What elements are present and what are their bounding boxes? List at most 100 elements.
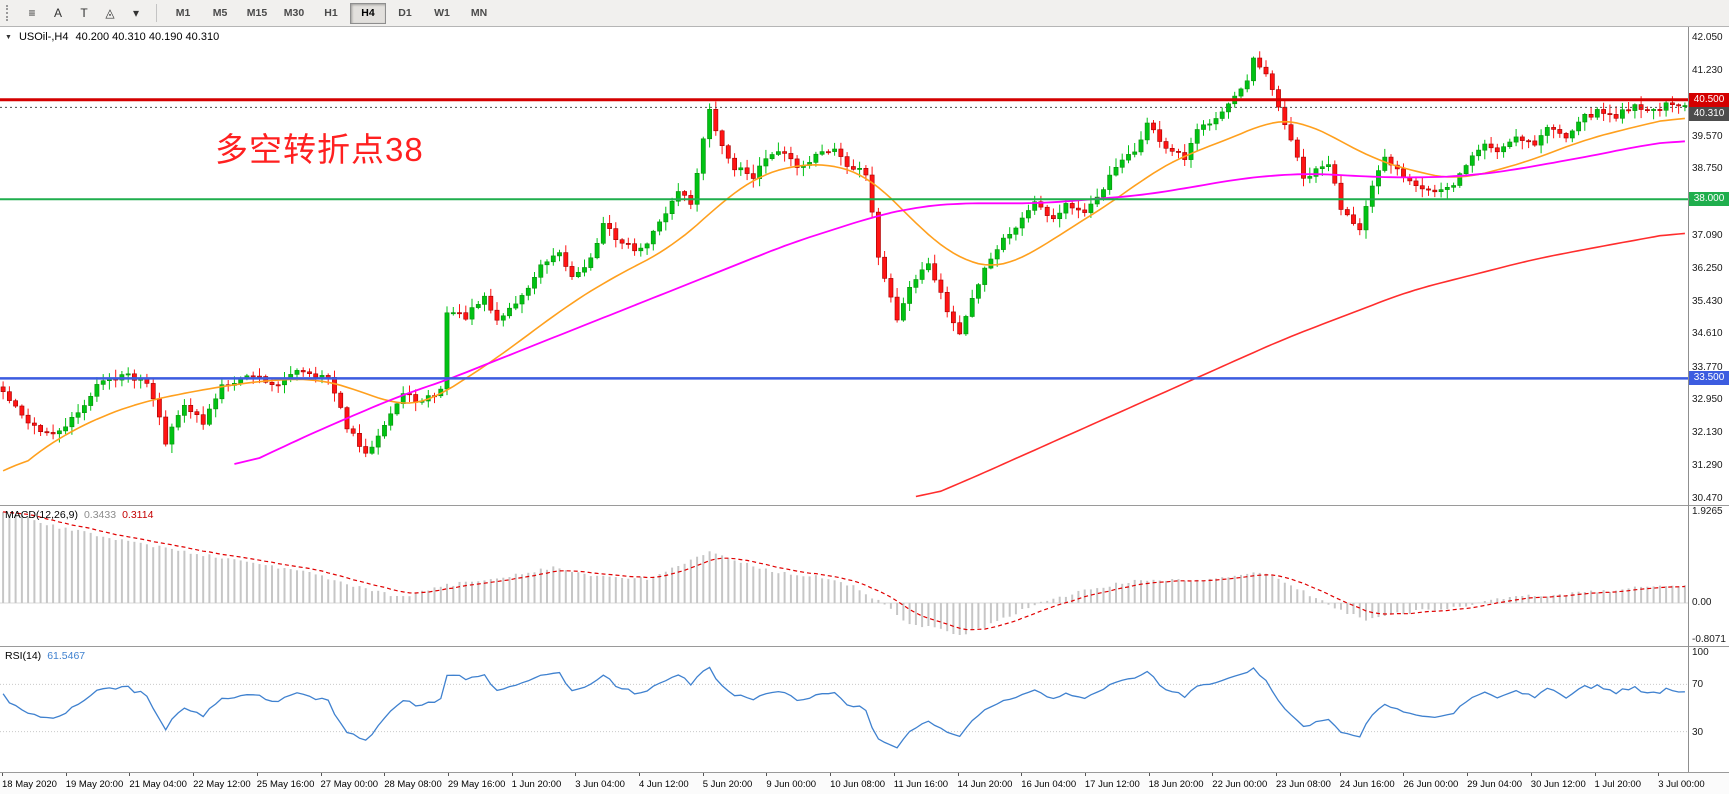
- time-tick: [2, 773, 3, 776]
- time-axis-label: 18 May 2020: [2, 779, 57, 790]
- price-axis-label: 33.770: [1692, 361, 1723, 373]
- symbol-period-label: USOil-,H4: [18, 31, 69, 43]
- macd-pane[interactable]: MACD(12,26,9) 0.3433 0.3114 1.9265 0.00 -0…: [0, 506, 1729, 646]
- time-axis-label: 23 Jun 08:00: [1276, 779, 1331, 790]
- time-tick: [1658, 773, 1660, 776]
- shapes-button[interactable]: ◬: [105, 6, 115, 20]
- timeframes-group: M1 M5 M15 M30 H1 H4 D1 W1 MN: [165, 2, 497, 24]
- macd-label: MACD(12,26,9): [5, 509, 78, 521]
- price-axis-label: 36.250: [1692, 262, 1723, 274]
- time-tick: [1339, 773, 1341, 776]
- chart-area: ▼ USOil-,H4 40.200 40.310 40.190 40.310 …: [0, 27, 1729, 794]
- ohlc-values: 40.200 40.310 40.190 40.310: [75, 31, 220, 43]
- time-axis-label: 29 Jun 04:00: [1467, 779, 1523, 790]
- main-chart-pane[interactable]: ▼ USOil-,H4 40.200 40.310 40.190 40.310 …: [0, 27, 1729, 505]
- time-tick: [1276, 773, 1277, 776]
- timeframe-button-h1[interactable]: H1: [324, 7, 338, 19]
- collapse-arrow-icon[interactable]: ▼: [5, 33, 12, 41]
- text-box-button[interactable]: T: [80, 6, 88, 20]
- time-axis-label: 25 May 16:00: [256, 779, 315, 790]
- time-tick: [830, 773, 832, 776]
- time-tick: [511, 773, 513, 776]
- pivot-line-price-badge: 38.000: [1689, 192, 1729, 207]
- shapes-dropdown-button[interactable]: ▾: [132, 6, 140, 20]
- timeframe-button-m5[interactable]: M5: [212, 7, 228, 19]
- toolbar: ≡ A T ◬ ▾ M1 M5 M15 M30 H1 H4 D1 W1 MN: [0, 0, 1729, 27]
- time-axis-label: 21 May 04:00: [129, 779, 187, 790]
- time-axis-label: 4 Jun 12:00: [639, 779, 689, 790]
- time-axis-label: 22 Jun 00:00: [1212, 779, 1268, 790]
- time-axis-label: 18 Jun 20:00: [1148, 779, 1204, 790]
- drawing-tools-group: ≡ A T ◬ ▾: [20, 2, 148, 24]
- support-line-price-badge: 33.500: [1689, 371, 1729, 386]
- time-axis[interactable]: 18 May 2020 19 May 20:00 21 May 04:00 22 Ma…: [0, 773, 1729, 794]
- resistance-line-price-badge: 40.500: [1689, 92, 1729, 107]
- axis-divider: [1688, 27, 1689, 772]
- rsi-label: RSI(14): [5, 650, 42, 662]
- chart-title: ▼ USOil-,H4 40.200 40.310 40.190 40.310: [5, 31, 219, 43]
- rsi-value: 61.5467: [47, 650, 86, 662]
- time-axis-label: 27 May 00:00: [320, 779, 379, 790]
- price-axis-label: 39.570: [1692, 130, 1723, 142]
- time-axis-label: 9 Jun 00:00: [766, 779, 817, 790]
- rsi-pane[interactable]: RSI(14) 61.5467 100 70 30: [0, 647, 1729, 772]
- time-tick: [1212, 773, 1214, 776]
- timeframe-button-m1[interactable]: M1: [175, 7, 191, 19]
- time-tick: [447, 773, 449, 776]
- text-label-button[interactable]: A: [53, 6, 62, 20]
- time-tick: [1530, 773, 1532, 776]
- rsi-axis: 100 70 30: [1689, 647, 1729, 772]
- pane-divider[interactable]: [0, 505, 1729, 506]
- timeframe-button-w1[interactable]: W1: [434, 7, 450, 19]
- rsi-chart: [0, 666, 1688, 749]
- pane-divider[interactable]: [0, 772, 1729, 773]
- time-tick: [129, 773, 131, 776]
- time-tick: [320, 773, 322, 776]
- timeframe-button-m15[interactable]: M15: [246, 7, 268, 19]
- time-axis-label: 1 Jun 20:00: [511, 779, 562, 790]
- macd-signal-value: 0.3114: [122, 509, 154, 521]
- time-tick: [766, 773, 768, 776]
- macd-chart: [0, 511, 1688, 635]
- time-axis-label: 17 Jun 12:00: [1084, 779, 1140, 790]
- price-axis-label: 37.090: [1692, 229, 1723, 241]
- timeframe-button-d1[interactable]: D1: [398, 7, 412, 19]
- time-tick: [1148, 773, 1150, 776]
- toolbar-grip[interactable]: [6, 5, 12, 21]
- timeframe-button-m30[interactable]: M30: [283, 7, 305, 19]
- time-axis-label: 29 May 16:00: [447, 779, 506, 790]
- time-tick: [193, 773, 195, 776]
- pane-divider[interactable]: [0, 646, 1729, 647]
- rsi-axis-label: 30: [1692, 726, 1704, 738]
- time-tick: [65, 773, 67, 776]
- price-axis-label: 42.050: [1692, 32, 1723, 44]
- macd-axis-label: 1.9265: [1692, 506, 1723, 517]
- time-tick: [957, 773, 959, 776]
- time-axis-label: 30 Jun 12:00: [1530, 779, 1586, 790]
- macd-axis-label: 0.00: [1692, 597, 1712, 608]
- time-tick: [702, 773, 704, 776]
- time-axis-label: 14 Jun 20:00: [957, 779, 1013, 790]
- time-axis-label: 26 Jun 00:00: [1403, 779, 1459, 790]
- time-axis-label: 19 May 20:00: [65, 779, 124, 790]
- line-studies-button[interactable]: ≡: [28, 6, 36, 20]
- time-axis-label: 1 Jul 20:00: [1594, 779, 1641, 790]
- price-axis-label: 35.430: [1692, 295, 1723, 307]
- time-axis-label: 11 Jun 16:00: [893, 779, 949, 790]
- time-axis-label: 5 Jun 20:00: [702, 779, 753, 790]
- timeframe-button-mn[interactable]: MN: [470, 7, 488, 19]
- time-axis-label: 3 Jul 00:00: [1658, 779, 1705, 790]
- chart-annotation-text[interactable]: 多空转折点38: [215, 131, 424, 168]
- time-tick: [1021, 773, 1023, 776]
- price-axis: 42.05041.23040.41039.57038.75037.93037.0…: [1689, 27, 1729, 505]
- price-axis-label: 31.290: [1692, 460, 1723, 472]
- time-tick: [1084, 773, 1086, 776]
- time-tick: [384, 773, 386, 776]
- time-tick: [893, 773, 895, 776]
- timeframe-button-h4[interactable]: H4: [350, 2, 386, 24]
- price-axis-label: 34.610: [1692, 328, 1723, 340]
- time-tick: [1403, 773, 1405, 776]
- time-tick: [1594, 773, 1596, 776]
- time-axis-label: 10 Jun 08:00: [830, 779, 886, 790]
- toolbar-separator: [156, 4, 157, 22]
